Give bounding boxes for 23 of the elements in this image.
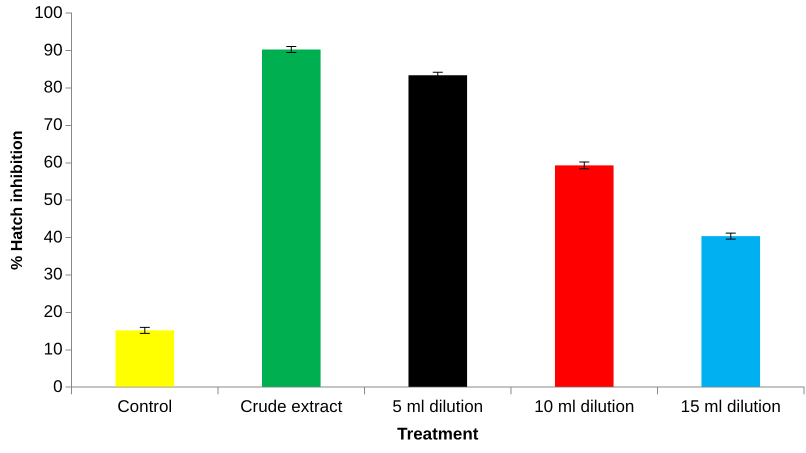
x-tick-label: 10 ml dilution: [534, 397, 634, 416]
bar: [701, 236, 760, 387]
x-axis-title: Treatment: [397, 424, 479, 444]
x-tick-label: 15 ml dilution: [680, 397, 781, 416]
y-tick-label: 40: [44, 227, 63, 246]
y-tick-label: 0: [53, 376, 63, 396]
y-tick-label: 80: [44, 78, 63, 97]
bar: [408, 75, 468, 387]
y-tick-label: 30: [44, 264, 63, 284]
y-tick-label: 60: [44, 152, 63, 172]
x-tick-label: Crude extract: [240, 397, 343, 416]
y-tick-label: 20: [44, 302, 63, 322]
y-tick-label: 50: [44, 190, 63, 209]
bar: [262, 49, 321, 387]
y-axis-title: % Hatch inhibition: [9, 130, 26, 270]
bar: [554, 165, 614, 387]
y-tick-label: 70: [44, 115, 63, 134]
y-tick-label: 90: [44, 40, 63, 60]
y-tick-label: 100: [34, 2, 63, 22]
x-tick-label: 5 ml dilution: [392, 397, 484, 416]
bar: [116, 330, 174, 387]
y-tick-label: 10: [44, 339, 63, 358]
x-tick-label: Control: [117, 397, 172, 416]
